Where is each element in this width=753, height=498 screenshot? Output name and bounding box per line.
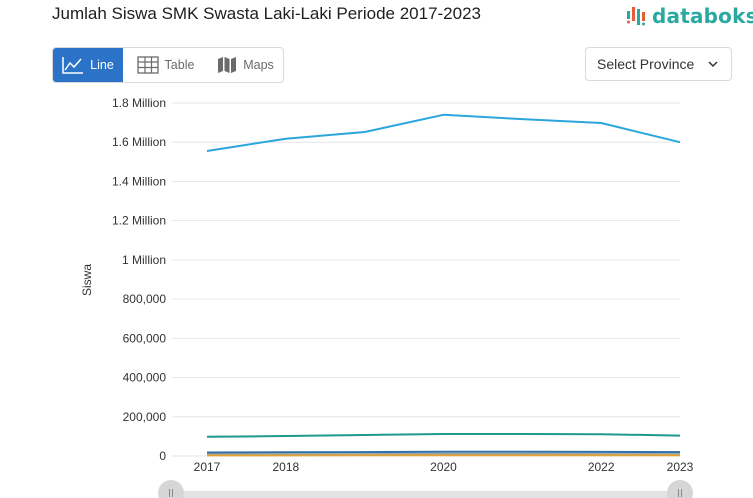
tab-maps-label: Maps [243, 58, 274, 72]
y-tick-label: 0 [159, 449, 166, 463]
x-tick-label: 2017 [194, 460, 221, 474]
y-axis-label: Siswa [80, 264, 94, 296]
logo-text: databoks [652, 4, 753, 28]
series-line[interactable] [206, 433, 681, 438]
x-axis-ticks: 2017 2018 2020 2022 2023 [194, 460, 694, 474]
province-select-label: Select Province [597, 56, 695, 72]
chevron-down-icon [708, 61, 718, 68]
y-tick-label: 1.4 Million [112, 174, 166, 188]
y-tick-label: 800,000 [123, 292, 167, 306]
table-icon [136, 56, 159, 74]
line-chart-icon [62, 57, 84, 74]
x-tick-label: 2018 [272, 460, 299, 474]
tab-line-label: Line [90, 58, 114, 72]
province-select[interactable]: Select Province [585, 47, 732, 81]
tab-table[interactable]: Table [123, 48, 208, 82]
x-tick-label: 2020 [430, 460, 457, 474]
range-slider-right-handle[interactable] [667, 480, 693, 498]
y-tick-label: 1.2 Million [112, 214, 166, 228]
range-slider-track[interactable] [170, 491, 680, 498]
gridlines [172, 102, 680, 457]
chart-title: Jumlah Siswa SMK Swasta Laki-Laki Period… [52, 4, 482, 23]
series-lines [206, 113, 681, 457]
y-tick-label: 1.8 Million [112, 96, 166, 110]
x-tick-label: 2023 [667, 460, 694, 474]
tab-line[interactable]: Line [53, 48, 123, 82]
tab-maps[interactable]: Maps [208, 48, 283, 82]
series-line[interactable] [206, 113, 681, 152]
y-tick-label: 1 Million [122, 253, 166, 267]
y-tick-label: 200,000 [123, 410, 167, 424]
map-icon [218, 57, 237, 73]
series-line[interactable] [206, 450, 681, 454]
range-slider [158, 480, 693, 498]
view-tabs: Line Table Maps [52, 47, 284, 83]
range-slider-left-handle[interactable] [158, 480, 184, 498]
y-tick-label: 600,000 [123, 331, 167, 345]
logo-bars-icon [627, 7, 645, 26]
tab-table-label: Table [164, 58, 195, 72]
y-tick-label: 1.6 Million [112, 135, 166, 149]
x-tick-label: 2022 [588, 460, 615, 474]
y-axis-ticks: 0 200,000 400,000 600,000 800,000 1 Million 1.… [112, 96, 166, 463]
databoks-logo[interactable]: databoks [626, 4, 753, 28]
y-tick-label: 400,000 [123, 371, 167, 385]
